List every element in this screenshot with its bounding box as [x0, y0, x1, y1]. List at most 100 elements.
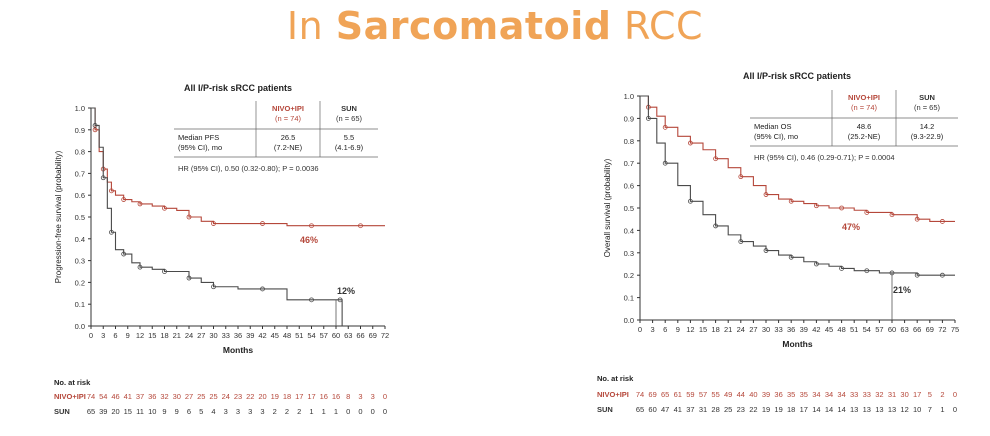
x-tick-label: 3	[101, 331, 105, 340]
x-tick-label: 60	[332, 331, 340, 340]
at-risk-value: 6	[187, 407, 191, 416]
x-tick-label: 21	[173, 331, 181, 340]
at-risk-value: 1	[309, 407, 313, 416]
y-tick-label: 0.9	[75, 126, 85, 135]
at-risk-value: 22	[246, 392, 254, 401]
at-risk-value: 39	[762, 390, 770, 399]
at-risk-value: 27	[185, 392, 193, 401]
at-risk-value: 37	[136, 392, 144, 401]
x-tick-label: 9	[126, 331, 130, 340]
at-risk-value: 15	[124, 407, 132, 416]
at-risk-value: 74	[636, 390, 644, 399]
at-risk-value: 0	[371, 407, 375, 416]
censor-mark	[162, 205, 167, 211]
at-risk-value: 34	[825, 390, 833, 399]
censor-mark	[137, 201, 143, 207]
at-risk-value: 61	[674, 390, 682, 399]
at-risk-value: 14	[837, 405, 845, 414]
at-risk-label-nivo: NIVO+IPI	[597, 390, 629, 399]
y-tick-label: 0.4	[624, 226, 634, 235]
chart-title: All I/P-risk sRCC patients	[743, 71, 851, 81]
at-risk-value: 65	[87, 407, 95, 416]
x-tick-label: 69	[369, 331, 377, 340]
table-header-nivo-n: (n = 74)	[275, 114, 302, 123]
at-risk-value: 0	[953, 390, 957, 399]
censor-mark	[162, 269, 167, 274]
y-tick-label: 0.5	[75, 213, 85, 222]
x-tick-label: 48	[837, 325, 845, 334]
at-risk-value: 0	[346, 407, 350, 416]
chart-title: All I/P-risk sRCC patients	[184, 83, 292, 93]
censor-mark	[137, 264, 143, 270]
at-risk-value: 65	[661, 390, 669, 399]
x-tick-label: 66	[356, 331, 364, 340]
y-axis-title: Overall survival (probability)	[603, 158, 612, 257]
x-tick-label: 72	[381, 331, 389, 340]
at-risk-label-sun: SUN	[54, 407, 70, 416]
at-risk-value: 28	[711, 405, 719, 414]
x-tick-label: 51	[850, 325, 858, 334]
at-risk-value: 39	[99, 407, 107, 416]
at-risk-value: 23	[234, 392, 242, 401]
at-risk-value: 31	[888, 390, 896, 399]
at-risk-value: 22	[749, 405, 757, 414]
x-tick-label: 6	[663, 325, 667, 334]
x-tick-label: 57	[320, 331, 328, 340]
table-value: (7.2-NE)	[274, 143, 303, 152]
x-tick-label: 15	[699, 325, 707, 334]
hazard-ratio-text: HR (95% CI), 0.46 (0.29-0.71); P = 0.000…	[754, 153, 895, 162]
at-risk-value: 33	[850, 390, 858, 399]
at-risk-value: 3	[224, 407, 228, 416]
y-tick-label: 0.0	[624, 316, 634, 325]
x-tick-label: 6	[113, 331, 117, 340]
censor-mark	[688, 140, 693, 146]
sun-percent: 12%	[337, 286, 355, 296]
at-risk-value: 3	[248, 407, 252, 416]
at-risk-value: 46	[111, 392, 119, 401]
x-tick-label: 45	[271, 331, 279, 340]
at-risk-value: 25	[209, 392, 217, 401]
at-risk-value: 54	[99, 392, 107, 401]
x-tick-label: 27	[197, 331, 205, 340]
censor-mark	[738, 239, 744, 245]
x-tick-label: 0	[89, 331, 93, 340]
table-value: 14.2	[920, 122, 935, 131]
censor-mark	[309, 297, 314, 303]
censor-mark	[662, 160, 668, 166]
at-risk-value: 13	[888, 405, 896, 414]
table-value: 5.5	[344, 133, 354, 142]
at-risk-value: 5	[928, 390, 932, 399]
at-risk-label-sun: SUN	[597, 405, 613, 414]
y-tick-label: 0.5	[624, 204, 634, 213]
y-tick-label: 0.7	[624, 159, 634, 168]
censor-mark	[186, 214, 192, 220]
at-risk-value: 57	[699, 390, 707, 399]
table-row-label: (95% CI), mo	[178, 143, 222, 152]
at-risk-label-nivo: NIVO+IPI	[54, 392, 86, 401]
at-risk-value: 47	[661, 405, 669, 414]
x-tick-label: 12	[136, 331, 144, 340]
y-tick-label: 0.2	[624, 271, 634, 280]
at-risk-value: 17	[307, 392, 315, 401]
at-risk-value: 30	[900, 390, 908, 399]
x-tick-label: 24	[185, 331, 193, 340]
at-risk-value: 44	[737, 390, 745, 399]
censor-mark	[92, 123, 98, 128]
at-risk-value: 0	[358, 407, 362, 416]
at-risk-value: 1	[940, 405, 944, 414]
at-risk-value: 13	[863, 405, 871, 414]
x-tick-label: 30	[762, 325, 770, 334]
at-risk-value: 34	[837, 390, 845, 399]
x-tick-label: 42	[258, 331, 266, 340]
censor-mark	[109, 229, 114, 235]
table-row-label: Median OS	[754, 122, 792, 131]
table-header-sun: SUN	[341, 104, 357, 113]
at-risk-value: 3	[260, 407, 264, 416]
x-tick-label: 33	[222, 331, 230, 340]
censor-mark	[940, 272, 945, 278]
at-risk-value: 32	[160, 392, 168, 401]
at-risk-value: 35	[787, 390, 795, 399]
censor-mark	[211, 284, 216, 290]
at-risk-value: 69	[648, 390, 656, 399]
